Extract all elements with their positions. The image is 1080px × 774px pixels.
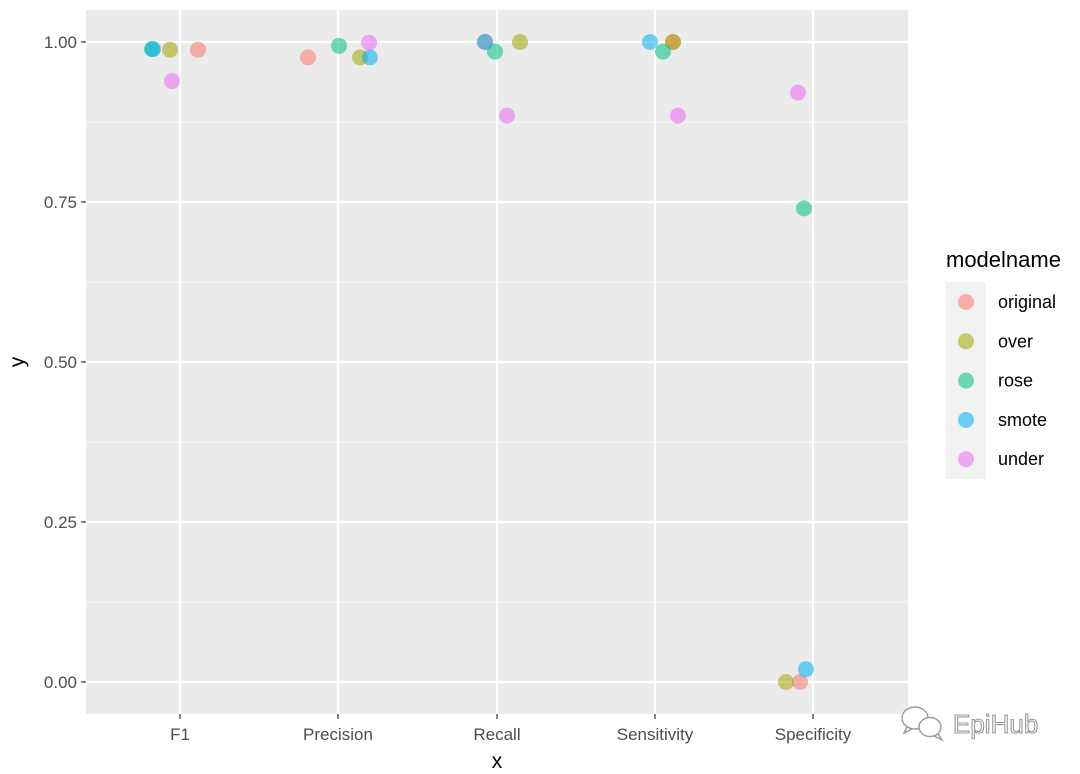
point-smote-precision [362, 49, 378, 66]
y-axis: 0.00 0.25 0.50 0.75 1.00 [44, 33, 86, 692]
y-tick-label: 0.00 [44, 673, 77, 692]
point-rose-recall [487, 43, 503, 60]
point-under-recall [499, 107, 515, 124]
legend-label-over: over [998, 331, 1033, 351]
y-tick-label: 0.25 [44, 513, 77, 532]
x-tick-label: Sensitivity [617, 725, 694, 744]
x-tick-label: F1 [170, 725, 190, 744]
watermark-text: EpiHub [953, 709, 1038, 739]
point-original-f1 [190, 41, 206, 58]
data-points [144, 34, 814, 690]
x-axis-title: x [492, 750, 503, 773]
point-smote-f1 [145, 41, 161, 58]
x-tick-label: Precision [303, 725, 373, 744]
y-tick-label: 0.50 [44, 353, 77, 372]
legend-key-under [958, 451, 974, 468]
legend: modelname original over rose smote under [946, 247, 1061, 479]
legend-key-original [958, 294, 974, 310]
y-tick-label: 0.75 [44, 193, 77, 212]
legend-title: modelname [946, 247, 1061, 272]
point-under-specificity [790, 84, 806, 101]
legend-label-original: original [998, 292, 1056, 312]
watermark: EpiHub [901, 706, 1039, 742]
point-over-f1 [162, 41, 178, 58]
point-rose-sensitivity [655, 43, 671, 60]
point-over-recall [512, 34, 528, 50]
grid-major [86, 10, 908, 714]
point-smote-sensitivity [642, 34, 658, 50]
point-smote-recall [477, 34, 493, 50]
x-tick-label: Specificity [775, 725, 852, 744]
legend-key-smote [958, 411, 974, 428]
x-tick-label: Recall [473, 725, 520, 744]
y-tick-label: 1.00 [44, 33, 77, 52]
legend-key-rose [958, 372, 974, 389]
point-smote-specificity [798, 661, 814, 678]
point-rose-specificity [796, 200, 812, 217]
legend-label-smote: smote [998, 410, 1047, 430]
point-under-f1 [164, 73, 180, 90]
point-original-precision [300, 49, 316, 66]
y-axis-title: y [6, 356, 29, 367]
wechat-icon [901, 706, 945, 742]
point-rose-precision [331, 37, 347, 54]
point-under-sensitivity [670, 107, 686, 124]
point-under-precision [361, 34, 377, 51]
point-over-specificity [778, 674, 794, 690]
x-axis: F1 Precision Recall Sensitivity Specificity [170, 714, 852, 744]
point-original-specificity [792, 674, 808, 690]
point-over-sensitivity [665, 34, 681, 50]
legend-label-under: under [998, 449, 1044, 469]
legend-key-over [958, 333, 974, 350]
legend-label-rose: rose [998, 371, 1033, 391]
